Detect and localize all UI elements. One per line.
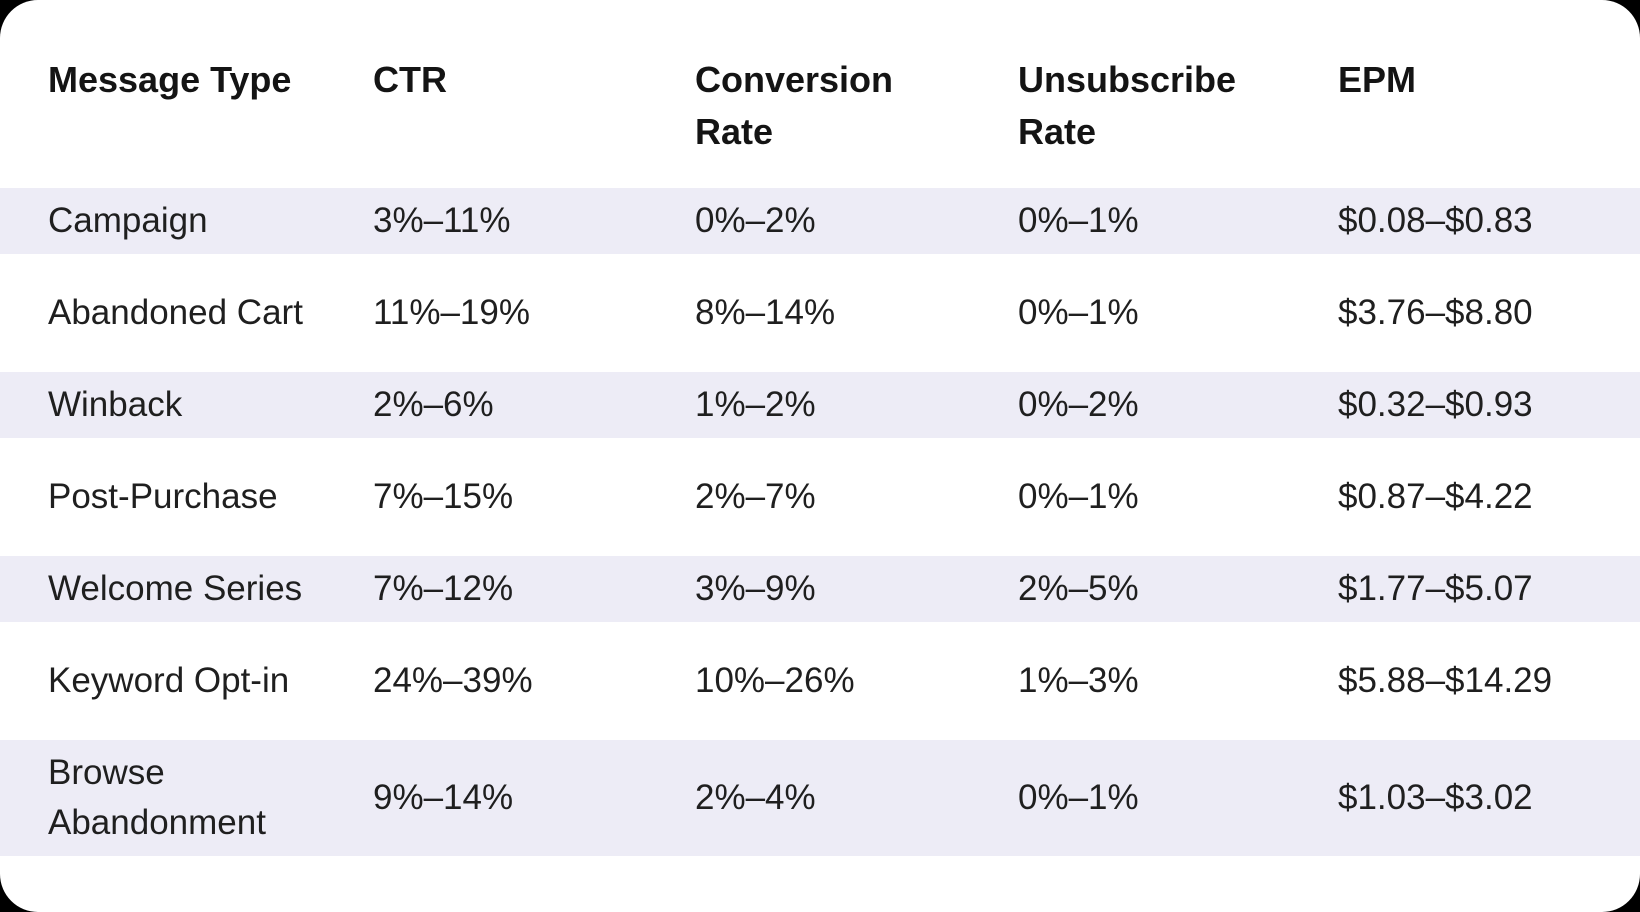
table-body: Campaign 3%–11% 0%–2% 0%–1% $0.08–$0.83 … (0, 188, 1640, 856)
table-row: Abandoned Cart 11%–19% 8%–14% 0%–1% $3.7… (0, 280, 1640, 346)
cell-epm: $0.87–$4.22 (1338, 477, 1533, 516)
cell-ctr: 7%–15% (373, 477, 514, 516)
table-row: Winback 2%–6% 1%–2% 0%–2% $0.32–$0.93 (0, 372, 1640, 438)
column-header-message-type: Message Type (48, 59, 292, 100)
performance-table: Message Type CTR Conversion Rate Unsubsc… (0, 16, 1640, 882)
cell-message-type: Winback (0, 372, 373, 438)
column-header-conversion-rate: Conversion Rate (695, 59, 894, 152)
cell-unsubscribe-rate: 0%–1% (1018, 740, 1338, 856)
cell-epm: $5.88–$14.29 (1338, 661, 1553, 700)
cell-conversion-rate: 10%–26% (695, 661, 855, 700)
cell-conversion-rate: 2%–4% (695, 740, 1018, 856)
cell-ctr: 3%–11% (373, 188, 695, 254)
cell-conversion-rate: 0%–2% (695, 188, 1018, 254)
cell-message-type: Abandoned Cart (48, 293, 303, 332)
cell-epm: $1.77–$5.07 (1338, 556, 1640, 622)
column-header-ctr: CTR (373, 59, 447, 100)
table-row: Welcome Series 7%–12% 3%–9% 2%–5% $1.77–… (0, 556, 1640, 622)
table-row: Browse Abandonment 9%–14% 2%–4% 0%–1% $1… (0, 740, 1640, 856)
cell-ctr: 11%–19% (373, 293, 530, 332)
column-header-epm: EPM (1338, 59, 1417, 100)
table-header: Message Type CTR Conversion Rate Unsubsc… (0, 42, 1640, 162)
cell-conversion-rate: 1%–2% (695, 372, 1018, 438)
cell-ctr: 9%–14% (373, 740, 695, 856)
table-row: Campaign 3%–11% 0%–2% 0%–1% $0.08–$0.83 (0, 188, 1640, 254)
cell-epm: $3.76–$8.80 (1338, 293, 1533, 332)
cell-epm: $1.03–$3.02 (1338, 740, 1640, 856)
column-header-unsubscribe-rate: Unsubscribe Rate (1018, 59, 1237, 152)
cell-conversion-rate: 3%–9% (695, 556, 1018, 622)
cell-epm: $0.08–$0.83 (1338, 188, 1640, 254)
cell-unsubscribe-rate: 1%–3% (1018, 661, 1139, 700)
cell-ctr: 7%–12% (373, 556, 695, 622)
cell-message-type: Welcome Series (0, 556, 373, 622)
cell-message-type: Browse Abandonment (0, 740, 373, 856)
cell-unsubscribe-rate: 2%–5% (1018, 556, 1338, 622)
cell-message-type: Post-Purchase (48, 477, 278, 516)
cell-message-type: Keyword Opt-in (48, 661, 290, 700)
cell-conversion-rate: 2%–7% (695, 477, 816, 516)
cell-epm: $0.32–$0.93 (1338, 372, 1640, 438)
table-row: Keyword Opt-in 24%–39% 10%–26% 1%–3% $5.… (0, 648, 1640, 714)
cell-unsubscribe-rate: 0%–1% (1018, 293, 1139, 332)
cell-ctr: 2%–6% (373, 372, 695, 438)
table-row: Post-Purchase 7%–15% 2%–7% 0%–1% $0.87–$… (0, 464, 1640, 530)
cell-conversion-rate: 8%–14% (695, 293, 836, 332)
cell-unsubscribe-rate: 0%–1% (1018, 188, 1338, 254)
table-header-row: Message Type CTR Conversion Rate Unsubsc… (0, 42, 1640, 162)
cell-ctr: 24%–39% (373, 661, 533, 700)
cell-message-type: Campaign (0, 188, 373, 254)
cell-unsubscribe-rate: 0%–1% (1018, 477, 1139, 516)
cell-unsubscribe-rate: 0%–2% (1018, 372, 1338, 438)
